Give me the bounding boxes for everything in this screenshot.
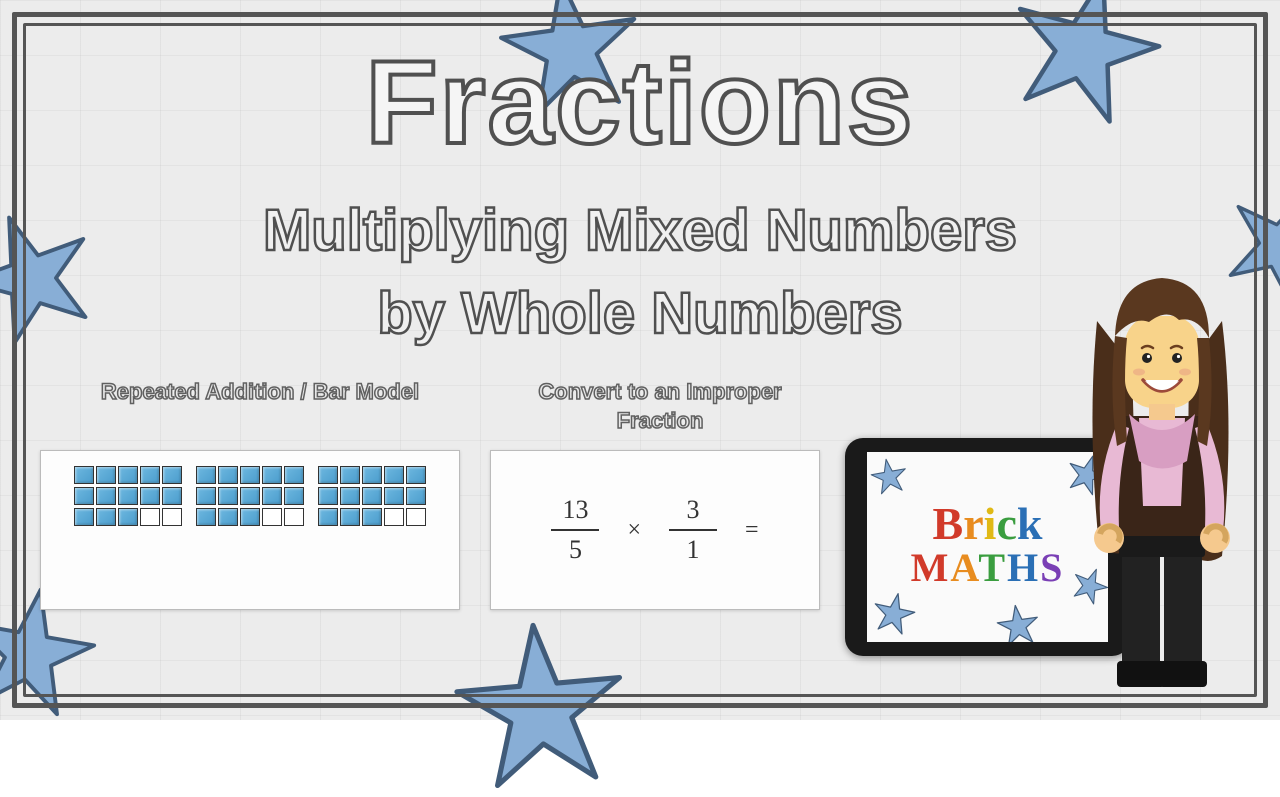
bar-cell <box>340 487 360 505</box>
method-1-label: Repeated Addition / Bar Model <box>70 378 450 407</box>
star-icon <box>873 592 915 639</box>
bar-cell <box>318 508 338 526</box>
bar-cell <box>362 487 382 505</box>
bar-cell <box>74 508 94 526</box>
bar-cell <box>240 466 260 484</box>
bar-cell <box>196 466 216 484</box>
bar-cell <box>284 508 304 526</box>
bar-cell <box>74 466 94 484</box>
bar-cell <box>284 466 304 484</box>
bar-cell <box>218 508 238 526</box>
bar-cell <box>406 466 426 484</box>
bar-cell <box>96 508 116 526</box>
bar-cell <box>262 466 282 484</box>
bar-cell <box>162 508 182 526</box>
fraction-1-denominator: 5 <box>569 535 582 565</box>
bar-cell <box>284 487 304 505</box>
character-figure <box>1067 246 1252 696</box>
equals-sign: = <box>745 517 759 544</box>
method-2-label: Convert to an Improper Fraction <box>500 378 820 435</box>
bar-cell <box>140 487 160 505</box>
bar-cell <box>162 487 182 505</box>
bar-cell <box>318 466 338 484</box>
star-icon <box>871 458 907 499</box>
bar-cell <box>362 466 382 484</box>
bar-cell <box>384 466 404 484</box>
fraction-2: 3 1 <box>669 495 717 565</box>
bar-group <box>196 466 304 526</box>
bar-cell <box>162 466 182 484</box>
fraction-1-numerator: 13 <box>562 495 588 525</box>
bar-cell <box>240 487 260 505</box>
bar-cell <box>340 508 360 526</box>
bar-cell <box>340 466 360 484</box>
star-icon <box>997 604 1039 642</box>
star-icon <box>455 620 625 795</box>
bar-cell <box>262 487 282 505</box>
bar-group <box>318 466 426 526</box>
bar-cell <box>384 508 404 526</box>
logo-line-2: MATHS <box>911 544 1065 591</box>
bar-cell <box>218 466 238 484</box>
bar-model-card <box>40 450 460 610</box>
vinculum <box>669 529 717 531</box>
bar-cell <box>218 487 238 505</box>
fraction-2-numerator: 3 <box>687 495 700 525</box>
bar-cell <box>318 487 338 505</box>
bar-cell <box>406 487 426 505</box>
bar-cell <box>384 487 404 505</box>
bar-cell <box>74 487 94 505</box>
bar-cell <box>406 508 426 526</box>
fraction-expression-card: 13 5 × 3 1 = <box>490 450 820 610</box>
bar-cell <box>140 466 160 484</box>
bar-cell <box>118 487 138 505</box>
bar-cell <box>262 508 282 526</box>
page-title: Fractions <box>0 35 1280 171</box>
bar-cell <box>140 508 160 526</box>
bar-cell <box>118 466 138 484</box>
bar-group <box>74 466 182 526</box>
vinculum <box>551 529 599 531</box>
bar-cell <box>96 487 116 505</box>
multiply-operator: × <box>627 517 641 544</box>
fraction-2-denominator: 1 <box>687 535 700 565</box>
bar-cell <box>196 487 216 505</box>
logo-line-1: Brick <box>933 503 1043 544</box>
bar-cell <box>240 508 260 526</box>
bar-cell <box>96 466 116 484</box>
bar-cell <box>196 508 216 526</box>
bar-cell <box>362 508 382 526</box>
fraction-1: 13 5 <box>551 495 599 565</box>
bar-cell <box>118 508 138 526</box>
